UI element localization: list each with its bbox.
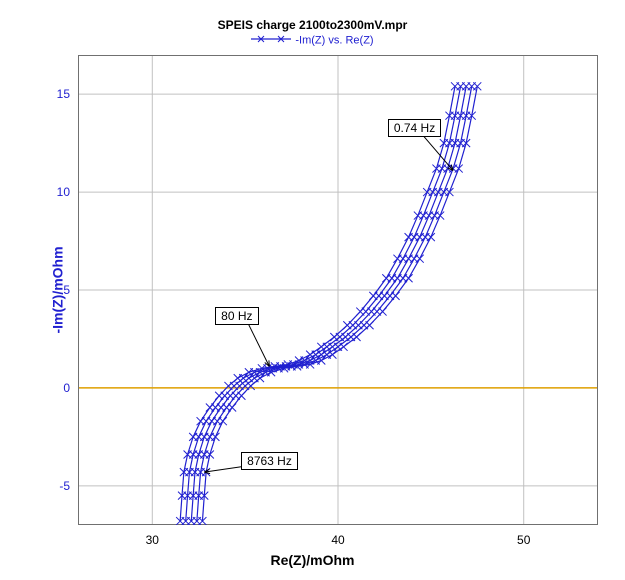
x-tick-label: 40 <box>331 533 344 547</box>
x-axis-label: Re(Z)/mOhm <box>0 552 625 568</box>
y-tick-label: 5 <box>46 283 70 297</box>
legend-text: -Im(Z) vs. Re(Z) <box>295 34 373 46</box>
annotation-label: 8763 Hz <box>241 452 298 470</box>
plot-area <box>78 55 598 525</box>
annotation-label: 80 Hz <box>215 307 258 325</box>
y-tick-label: 0 <box>46 381 70 395</box>
y-tick-label: -5 <box>46 479 70 493</box>
chart-title: SPEIS charge 2100to2300mV.mpr <box>0 18 625 32</box>
annotation-label: 0.74 Hz <box>388 119 441 137</box>
chart-container: SPEIS charge 2100to2300mV.mpr -Im(Z) vs.… <box>0 0 625 580</box>
x-tick-label: 30 <box>146 533 159 547</box>
x-tick-label: 50 <box>517 533 530 547</box>
y-tick-label: 10 <box>46 185 70 199</box>
y-tick-label: 15 <box>46 87 70 101</box>
legend: -Im(Z) vs. Re(Z) <box>0 34 625 47</box>
legend-marker <box>251 34 291 47</box>
